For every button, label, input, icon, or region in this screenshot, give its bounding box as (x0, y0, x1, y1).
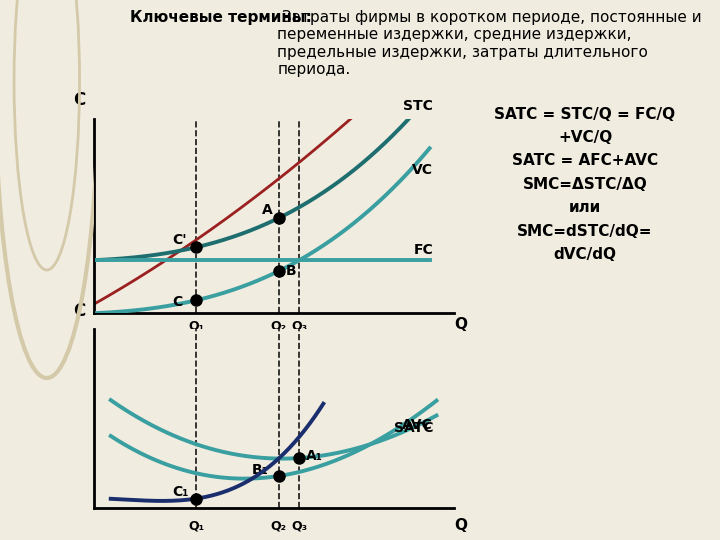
Text: C: C (73, 302, 86, 321)
Text: A₁: A₁ (306, 449, 323, 463)
Text: C': C' (173, 233, 187, 247)
Text: Затраты фирмы в коротком периоде, постоянные и переменные издержки, средние изде: Затраты фирмы в коротком периоде, постоя… (277, 10, 702, 77)
Text: B₁: B₁ (251, 463, 268, 477)
Text: FC: FC (413, 242, 433, 256)
Text: C₁: C₁ (173, 485, 189, 500)
Text: VC: VC (412, 163, 433, 177)
Text: Q₃: Q₃ (292, 520, 307, 533)
Text: Q: Q (454, 317, 467, 332)
Text: A: A (261, 204, 272, 218)
Text: Q₁: Q₁ (189, 319, 204, 332)
Text: Q₃: Q₃ (292, 319, 307, 332)
Text: Q₂: Q₂ (271, 319, 287, 332)
Text: C: C (173, 294, 183, 308)
Text: SATC: SATC (394, 421, 433, 435)
Text: SATC = STC/Q = FC/Q
+VC/Q
SATC = AFC+AVC
SMC=ΔSTC/ΔQ
или
SMC=dSTC/dQ=
dVC/dQ: SATC = STC/Q = FC/Q +VC/Q SATC = AFC+AVC… (495, 106, 675, 262)
Text: AVC: AVC (402, 418, 433, 433)
Text: C: C (73, 91, 86, 109)
Text: Q: Q (454, 518, 467, 533)
Text: Q₁: Q₁ (189, 520, 204, 533)
Text: Q₂: Q₂ (271, 520, 287, 533)
Text: B: B (286, 264, 296, 278)
Text: STC: STC (403, 99, 433, 113)
Text: Ключевые термины:: Ключевые термины: (130, 10, 312, 25)
